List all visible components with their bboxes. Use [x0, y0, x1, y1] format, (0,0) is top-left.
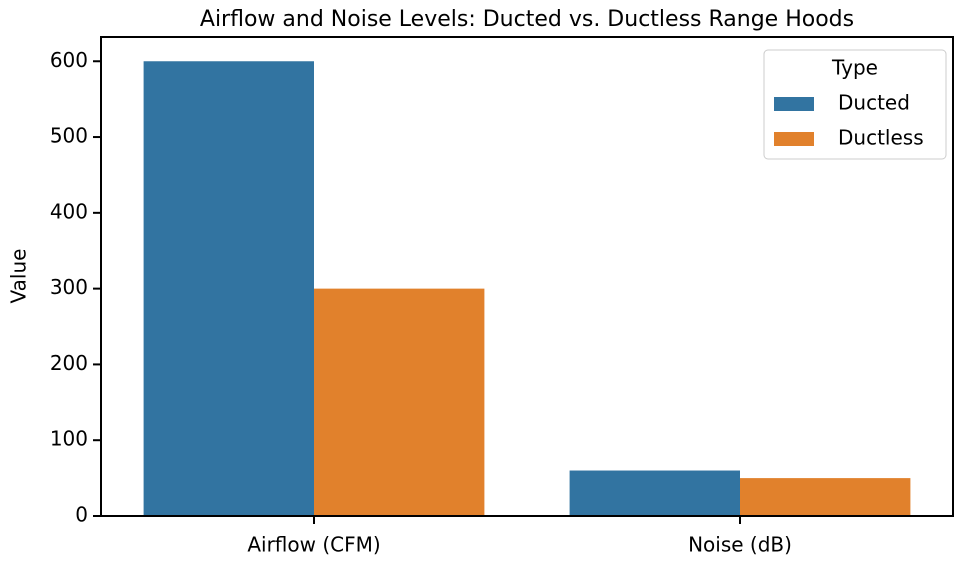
y-tick-label: 400 [50, 199, 88, 223]
y-tick-label: 0 [75, 503, 88, 527]
legend-swatch [774, 97, 814, 111]
legend-label: Ductless [838, 126, 924, 150]
y-axis-label: Value [7, 249, 31, 304]
y-tick-label: 100 [50, 427, 88, 451]
bar [314, 288, 485, 516]
y-tick-label: 600 [50, 48, 88, 72]
legend-box [763, 49, 947, 160]
x-tick-label: Noise (dB) [688, 533, 792, 557]
chart-title: Airflow and Noise Levels: Ducted vs. Duc… [200, 7, 854, 32]
axes-frame [100, 36, 954, 517]
x-tick-label: Airflow (CFM) [247, 533, 380, 557]
bar [143, 61, 314, 516]
legend-swatch [774, 132, 814, 146]
legend-title: Type [831, 56, 878, 80]
y-tick-label: 200 [50, 351, 88, 375]
bar [569, 470, 740, 516]
legend-label: Ducted [838, 91, 910, 115]
y-tick-label: 500 [50, 124, 88, 148]
y-tick-label: 300 [50, 275, 88, 299]
bar [740, 478, 911, 516]
